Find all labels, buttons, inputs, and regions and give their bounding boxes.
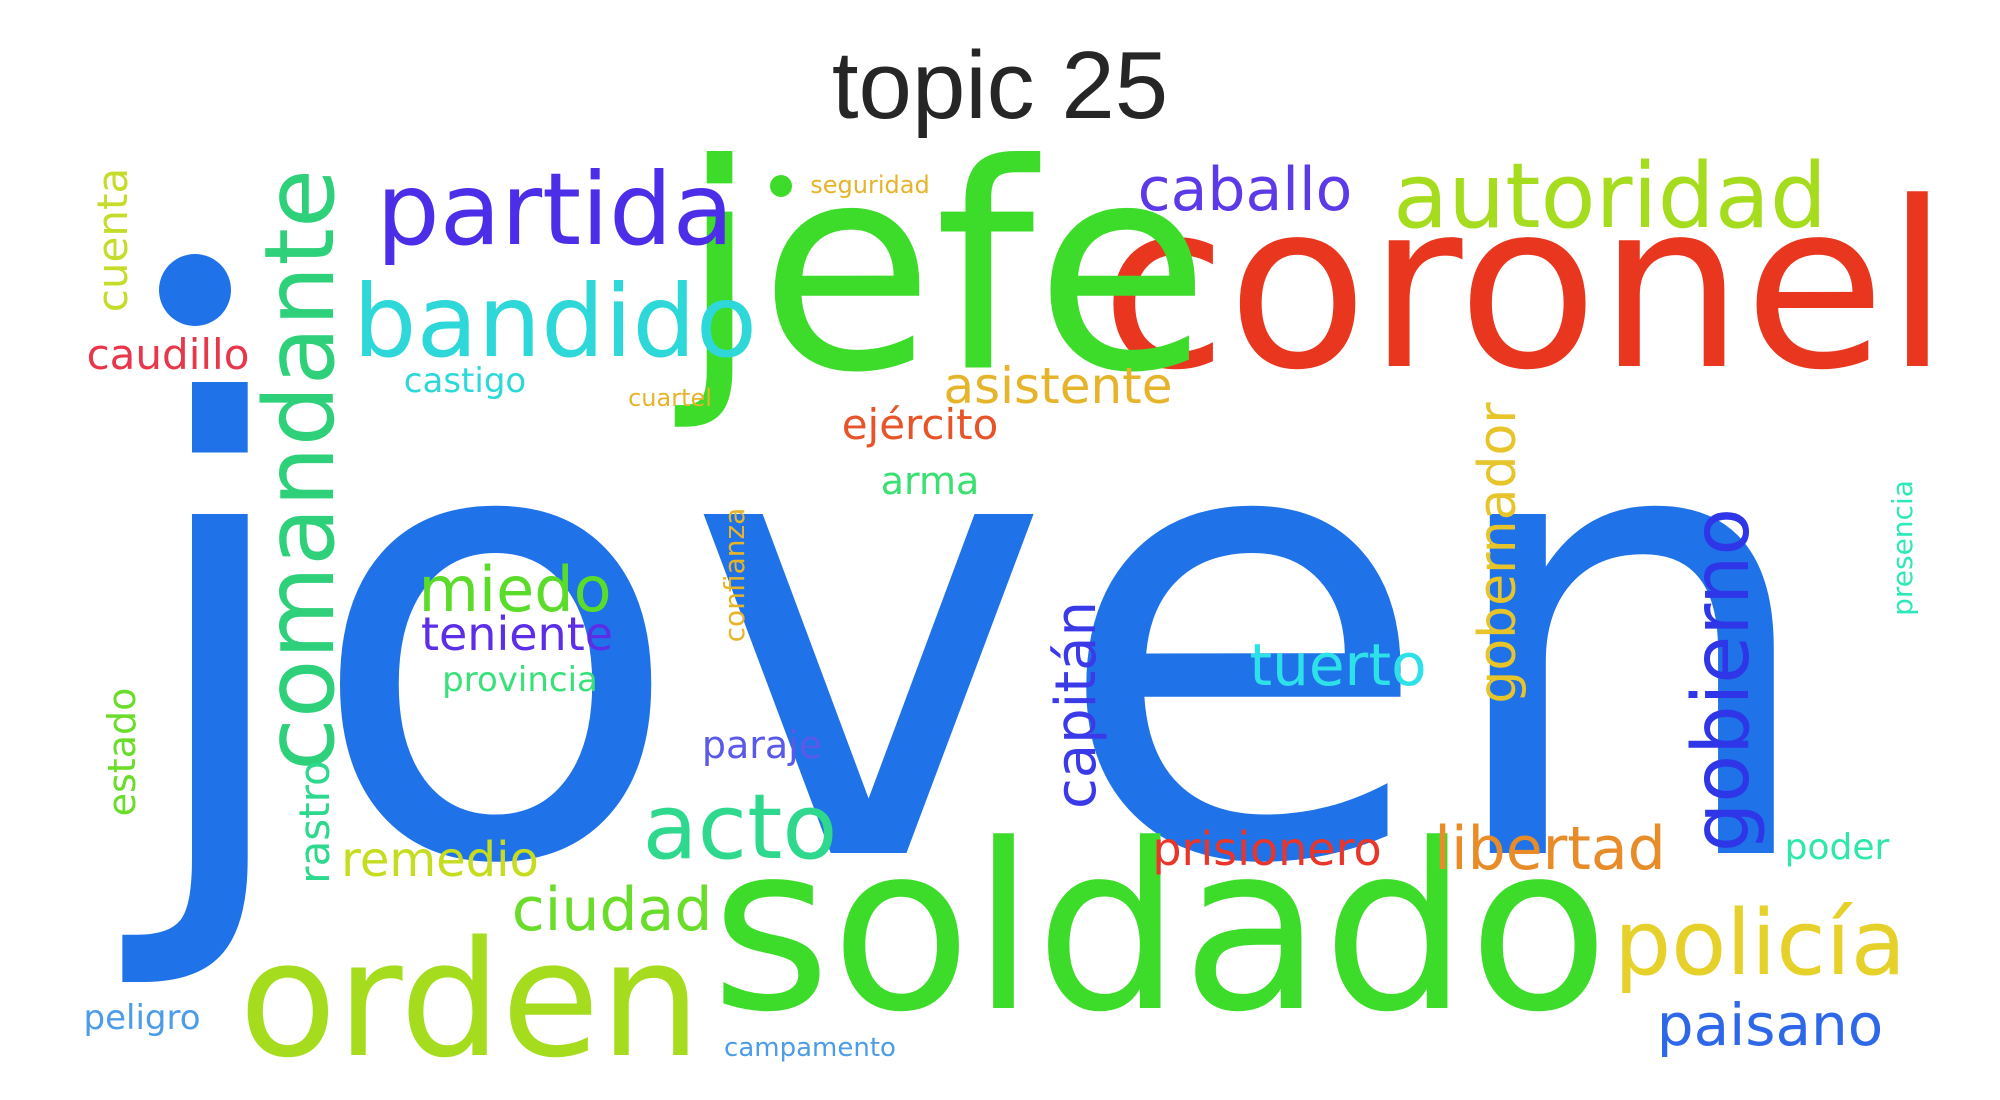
word-cuartel: cuartel	[628, 384, 712, 412]
word-cuenta: cuenta	[88, 167, 137, 313]
word-joven: joven	[133, 279, 1827, 1000]
word-confianza: confianza	[718, 507, 751, 643]
word-bandido: bandido	[352, 263, 758, 380]
word-provincia: provincia	[442, 660, 598, 700]
chart-title: topic 25	[831, 32, 1169, 139]
word-campamento: campamento	[724, 1033, 896, 1063]
word-asistente: asistente	[943, 357, 1173, 415]
word-paraje: paraje	[701, 723, 823, 767]
word-autoridad: autoridad	[1393, 144, 1827, 249]
word-paisano: paisano	[1656, 991, 1884, 1059]
word-gobernador: gobernador	[1468, 402, 1528, 704]
word-comandante: comandante	[244, 168, 356, 772]
word-castigo: castigo	[403, 361, 527, 401]
word-jefe: jefe	[679, 103, 1211, 436]
word-seguridad: seguridad	[810, 171, 930, 199]
word-ejercito: ejército	[841, 400, 999, 449]
word-capitan: capitán	[1044, 601, 1109, 809]
word-caudillo: caudillo	[86, 330, 250, 379]
word-partida: partida	[376, 151, 734, 268]
word-ciudad: ciudad	[511, 875, 713, 945]
word-peligro: peligro	[83, 998, 201, 1038]
dot-mark	[159, 254, 231, 326]
word-orden: orden	[238, 906, 702, 1093]
dot-mark	[770, 175, 792, 197]
word-remedio: remedio	[341, 832, 539, 888]
word-miedo: miedo	[418, 553, 612, 626]
word-acto: acto	[642, 775, 838, 880]
word-presencia: presencia	[1886, 480, 1919, 616]
word-poder: poder	[1784, 827, 1890, 868]
word-estado: estado	[100, 687, 144, 817]
word-caballo: caballo	[1137, 155, 1353, 225]
word-rastro: rastro	[290, 760, 339, 884]
word-soldado: soldado	[710, 796, 1610, 1063]
word-teniente: teniente	[420, 607, 614, 661]
word-coronel: coronel	[1100, 154, 1950, 421]
word-arma: arma	[880, 459, 980, 503]
word-policia: policía	[1614, 891, 1906, 996]
word-prisionero: prisionero	[1152, 822, 1382, 876]
word-tuerto: tuerto	[1249, 631, 1427, 699]
word-gobierno: gobierno	[1677, 507, 1767, 853]
word-libertad: libertad	[1434, 814, 1666, 884]
